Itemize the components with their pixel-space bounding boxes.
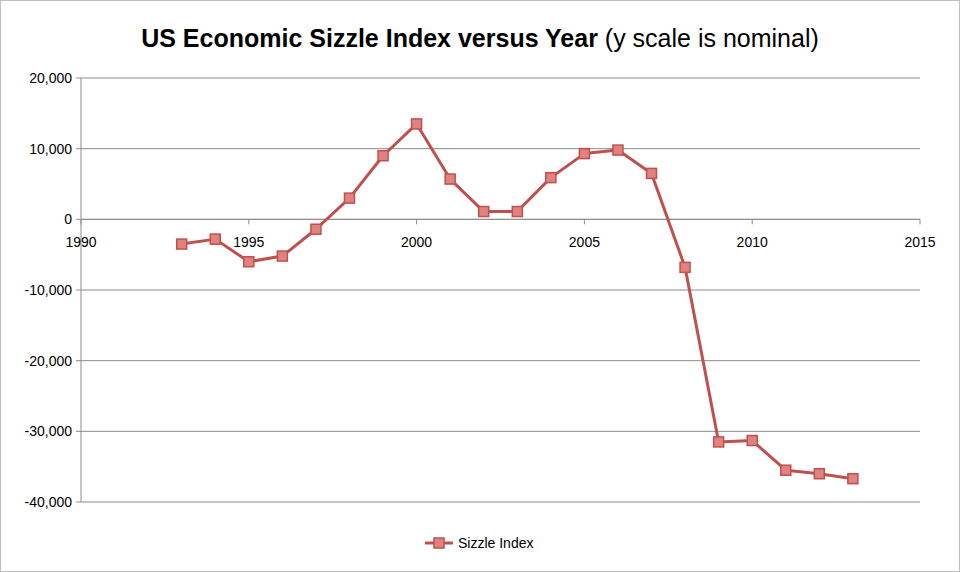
- data-point: [277, 251, 287, 261]
- grid-line: [81, 148, 920, 149]
- x-tick-label: 2010: [737, 234, 768, 250]
- y-tick: [76, 502, 81, 503]
- y-tick-label: 20,000: [29, 70, 72, 86]
- data-point: [613, 145, 623, 155]
- data-point: [479, 207, 489, 217]
- y-tick: [76, 290, 81, 291]
- data-point: [680, 262, 690, 272]
- chart-frame: [1, 1, 960, 572]
- data-point: [412, 119, 422, 129]
- data-point: [848, 474, 858, 484]
- x-tick-label: 2015: [904, 234, 935, 250]
- grid-line: [81, 431, 920, 432]
- series-line: [182, 124, 853, 479]
- y-tick-label: -40,000: [25, 494, 73, 510]
- title-block: US Economic Sizzle Index versus Year (y …: [141, 24, 819, 52]
- y-tick-label: -10,000: [25, 282, 73, 298]
- data-point: [814, 469, 824, 479]
- x-tick: [81, 219, 82, 224]
- plot-area: [177, 119, 858, 484]
- x-tick-label: 2005: [569, 234, 600, 250]
- y-axis: [81, 78, 82, 502]
- data-point: [445, 174, 455, 184]
- data-point: [781, 465, 791, 475]
- grid-line: [81, 360, 920, 361]
- y-tick-label: -20,000: [25, 353, 73, 369]
- y-tick: [76, 78, 81, 79]
- y-tick: [76, 431, 81, 432]
- grid-line: [81, 219, 920, 220]
- data-point: [210, 234, 220, 244]
- y-tick: [76, 360, 81, 361]
- data-point: [546, 173, 556, 183]
- data-point: [244, 257, 254, 267]
- data-point: [714, 437, 724, 447]
- grid-line: [81, 290, 920, 291]
- x-tick-label: 1990: [65, 234, 96, 250]
- x-tick: [920, 219, 921, 224]
- data-point: [579, 149, 589, 159]
- title: US Economic Sizzle Index versus Year: [141, 24, 598, 52]
- grid-line: [81, 502, 920, 503]
- x-axis: [81, 219, 920, 220]
- y-tick-label: 0: [64, 211, 72, 227]
- data-point: [344, 193, 354, 203]
- x-tick-label: 2000: [401, 234, 432, 250]
- data-point: [747, 436, 757, 446]
- x-tick-label: 1995: [233, 234, 264, 250]
- y-tick: [76, 219, 81, 220]
- legend-marker: [434, 538, 444, 548]
- y-tick: [76, 148, 81, 149]
- data-point: [378, 151, 388, 161]
- x-tick: [584, 219, 585, 224]
- data-point: [647, 168, 657, 178]
- data-point: [311, 224, 321, 234]
- y-tick-label: -30,000: [25, 423, 73, 439]
- subtitle: (y scale is nominal): [598, 24, 819, 52]
- data-point: [512, 207, 522, 217]
- x-tick: [416, 219, 417, 224]
- grid-line: [81, 78, 920, 79]
- legend-label: Sizzle Index: [458, 535, 533, 551]
- x-tick: [752, 219, 753, 224]
- chart: US Economic Sizzle Index versus Year (y …: [0, 0, 960, 572]
- y-tick-label: 10,000: [29, 141, 72, 157]
- x-tick: [248, 219, 249, 224]
- data-point: [177, 239, 187, 249]
